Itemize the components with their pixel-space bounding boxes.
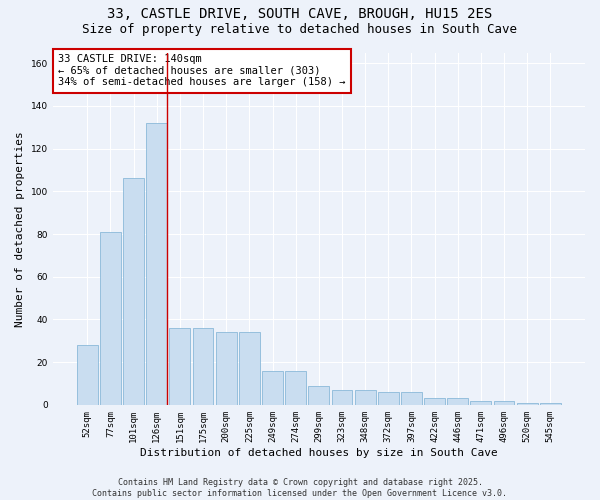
Bar (146, 123, 167, 405)
Bar (401, 392, 422, 405)
Bar (169, 328, 190, 405)
Bar (216, 332, 236, 405)
Bar (448, 398, 468, 405)
Text: 33, CASTLE DRIVE, SOUTH CAVE, BROUGH, HU15 2ES: 33, CASTLE DRIVE, SOUTH CAVE, BROUGH, HU… (107, 8, 493, 22)
Bar (494, 400, 514, 405)
Bar (355, 390, 376, 405)
Bar (470, 400, 491, 405)
Bar (332, 390, 352, 405)
Text: Size of property relative to detached houses in South Cave: Size of property relative to detached ho… (83, 22, 517, 36)
X-axis label: Distribution of detached houses by size in South Cave: Distribution of detached houses by size … (140, 448, 498, 458)
Bar (378, 392, 399, 405)
Text: 33 CASTLE DRIVE: 140sqm
← 65% of detached houses are smaller (303)
34% of semi-d: 33 CASTLE DRIVE: 140sqm ← 65% of detache… (58, 54, 346, 88)
Text: Contains HM Land Registry data © Crown copyright and database right 2025.
Contai: Contains HM Land Registry data © Crown c… (92, 478, 508, 498)
Bar (262, 370, 283, 405)
Bar (285, 370, 306, 405)
Bar (239, 332, 260, 405)
Bar (77, 345, 98, 405)
Y-axis label: Number of detached properties: Number of detached properties (15, 131, 25, 326)
Bar (540, 402, 561, 405)
Bar (424, 398, 445, 405)
Bar (517, 402, 538, 405)
Bar (193, 328, 214, 405)
Bar (123, 178, 144, 405)
Bar (308, 386, 329, 405)
Bar (100, 232, 121, 405)
